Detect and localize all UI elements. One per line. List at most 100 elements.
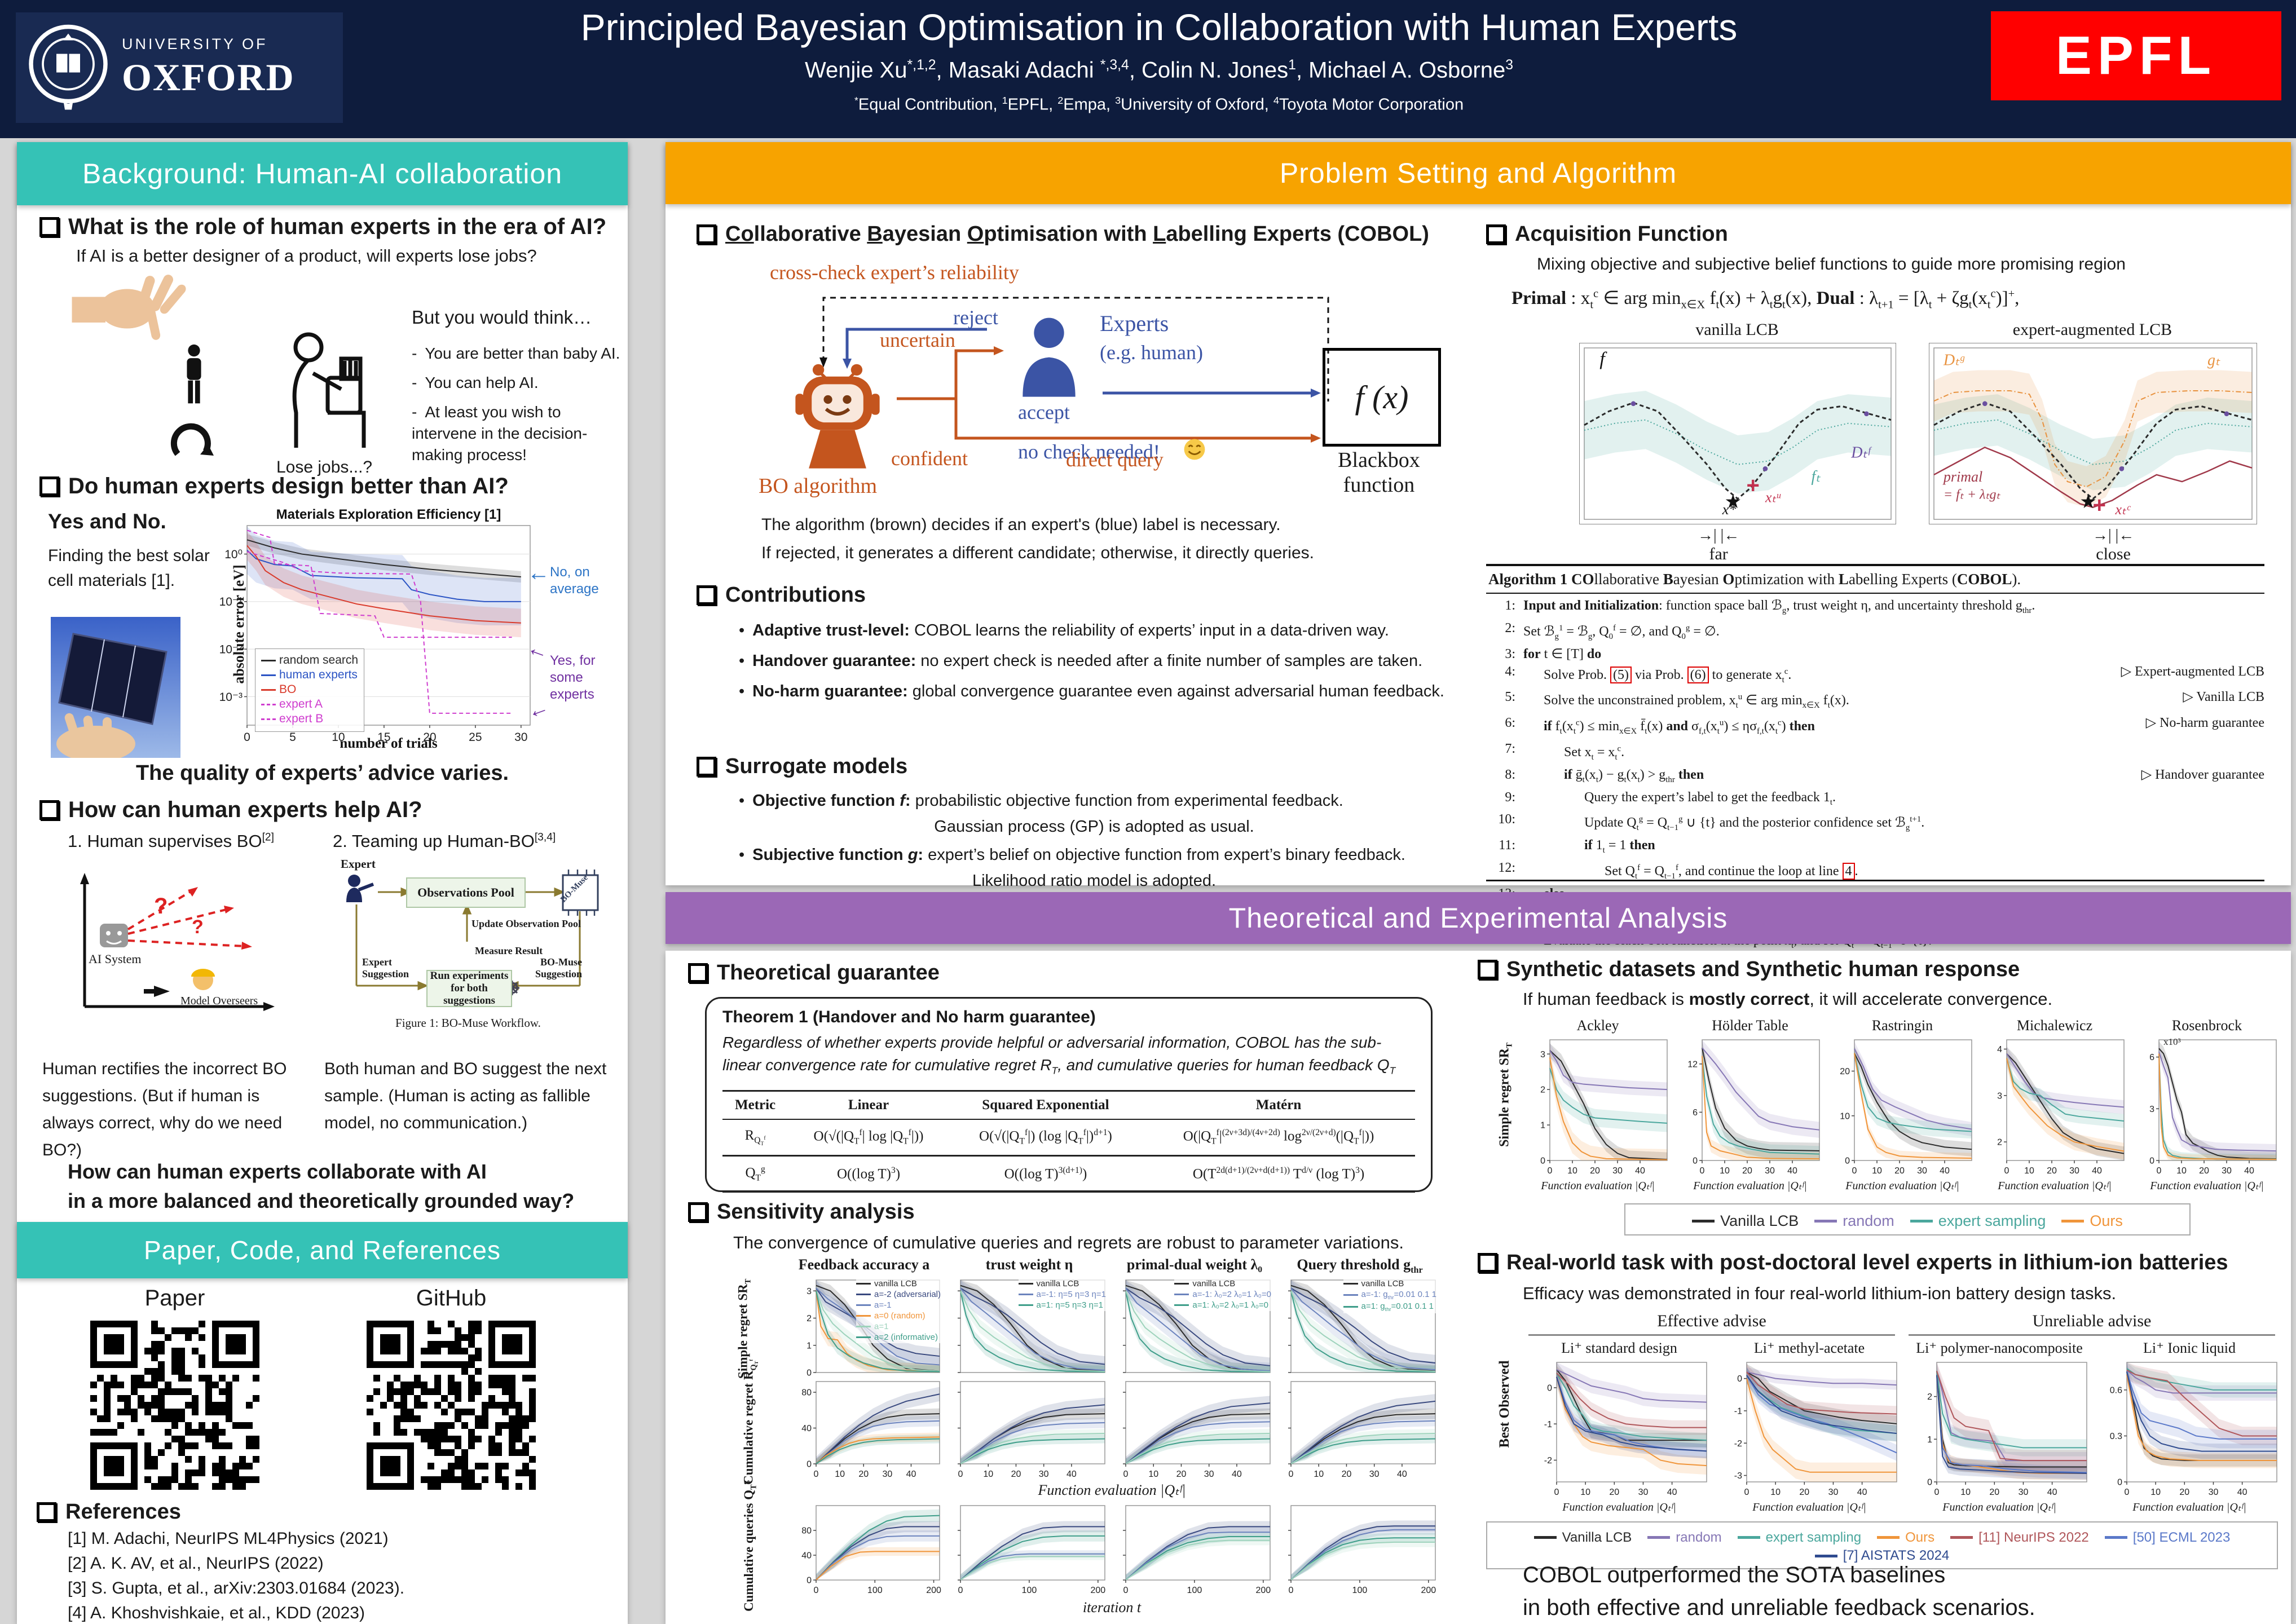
- svg-text:●: ●: [2118, 462, 2125, 475]
- annot-yes: Yes, for some experts: [550, 653, 596, 702]
- svg-text:20: 20: [1894, 1166, 1905, 1176]
- conclusion-line2: in both effective and unreliable feedbac…: [1523, 1595, 2035, 1620]
- svg-text:20: 20: [1176, 1469, 1187, 1479]
- svg-text:xₜᶜ: xₜᶜ: [2114, 501, 2131, 518]
- bo-robot-icon: [790, 363, 885, 473]
- theory-header-bar: Theoretical and Experimental Analysis: [666, 892, 2291, 944]
- cross-check-label: cross-check expert’s reliability: [770, 261, 1019, 284]
- checkbox-icon: [1478, 1253, 1497, 1273]
- sens-xlabel-bottom: iteration t: [1082, 1599, 1142, 1616]
- confident-label: confident: [891, 447, 968, 470]
- rw-panel1-title: Li⁺ standard design: [1561, 1340, 1677, 1356]
- svg-text:+: +: [2093, 493, 2106, 518]
- svg-text:20: 20: [1799, 1488, 1809, 1497]
- syn-panel1-title: Ackley: [1576, 1017, 1619, 1034]
- syn-xlabel-4: Function evaluation |Qₜᶠ|: [1998, 1180, 2112, 1192]
- svg-text:20: 20: [2199, 1166, 2209, 1176]
- svg-text:0: 0: [1547, 1384, 1552, 1393]
- oxford-crest-icon: [26, 21, 111, 114]
- svg-text:10: 10: [1960, 1488, 1971, 1497]
- svg-text:●: ●: [1863, 408, 1870, 420]
- checkbox-icon: [688, 1202, 708, 1222]
- svg-text:40: 40: [2237, 1488, 2247, 1497]
- svg-text:40: 40: [1397, 1469, 1407, 1479]
- item1-caption: Human rectifies the incorrect BO suggest…: [42, 1060, 287, 1159]
- svg-text:-2: -2: [1544, 1456, 1552, 1466]
- sens-legend-gthr: vanilla LCB a=-1: gthr=0.01 0.1 1 a=1: gth…: [1343, 1279, 1436, 1313]
- svg-text:40: 40: [1667, 1488, 1677, 1497]
- svg-text:3: 3: [1997, 1091, 2002, 1101]
- syn-xlabel-5: Function evaluation |Qₜᶠ|: [2150, 1180, 2264, 1192]
- svg-text:Dₜᵍ: Dₜᵍ: [1943, 351, 1965, 369]
- item2-caption: Both human and BO suggest the next sampl…: [324, 1060, 607, 1132]
- svg-text:0: 0: [1934, 1488, 1940, 1497]
- svg-text:0: 0: [2149, 1157, 2154, 1166]
- poster-authors: Wenjie Xu*,1,2, Masaki Adachi *,3,4, Col…: [804, 58, 1514, 83]
- svg-text:0: 0: [1540, 1157, 1545, 1166]
- checkbox-icon: [697, 757, 716, 776]
- svg-text:2: 2: [1997, 1138, 2002, 1148]
- conclusion-line1: COBOL outperformed the SOTA baselines: [1523, 1563, 1946, 1587]
- sens-col2-title: trust weight η: [985, 1256, 1073, 1273]
- svg-text:20: 20: [1989, 1488, 1999, 1497]
- svg-text:10: 10: [835, 1469, 845, 1479]
- conclusion: COBOL outperformed the SOTA baselines in…: [1523, 1559, 2035, 1624]
- uncertain-label: uncertain: [880, 329, 955, 351]
- syn-panel3-title: Rastringin: [1871, 1017, 1933, 1034]
- svg-text:0: 0: [807, 1576, 812, 1586]
- svg-text:10: 10: [1567, 1166, 1577, 1176]
- checkbox-icon: [1478, 960, 1497, 979]
- svg-text:40: 40: [801, 1551, 812, 1561]
- checkbox-icon: [39, 476, 59, 496]
- svg-text:0: 0: [2004, 1166, 2009, 1176]
- rw-xlabel-1: Function evaluation |Qₜᶠ|: [1562, 1501, 1676, 1513]
- svg-text:30: 30: [1828, 1488, 1839, 1497]
- q2-title: Do human experts design better than AI?: [39, 474, 509, 499]
- synthetic-subtitle: If human feedback is mostly correct, it …: [1523, 989, 2053, 1009]
- svg-text:2: 2: [807, 1314, 812, 1323]
- svg-text:1: 1: [807, 1341, 812, 1351]
- svg-text:30: 30: [1765, 1166, 1775, 1176]
- cobol-caption2: If rejected, it generates a different ca…: [761, 544, 1314, 562]
- sens-title: Sensitivity analysis: [688, 1200, 915, 1224]
- svg-text:6: 6: [1693, 1108, 1698, 1118]
- svg-text:●: ●: [1630, 397, 1637, 409]
- svg-text:40: 40: [2047, 1488, 2057, 1497]
- svg-text:20: 20: [1011, 1469, 1021, 1479]
- annot-no: No, on average: [550, 564, 599, 597]
- item1-title: 1. Human supervises BO[2]: [68, 831, 274, 851]
- direct-query-label: direct query: [1066, 448, 1164, 471]
- svg-text:200: 200: [1090, 1586, 1105, 1595]
- acquisition-title: Acquisition Function: [1486, 222, 1728, 246]
- svg-text:-1: -1: [1544, 1420, 1552, 1429]
- svg-text:0.6: 0.6: [2110, 1386, 2122, 1396]
- svg-text:0: 0: [1123, 1586, 1129, 1595]
- acquisition-equation: Primal : xtc ∈ arg minx∈X ft(x) + λtgt(x…: [1511, 288, 2020, 311]
- svg-text:0: 0: [814, 1469, 819, 1479]
- svg-text:0: 0: [958, 1586, 963, 1595]
- bomuse-suggestion-label: BO-Muse Suggestion: [535, 956, 582, 979]
- close-marker: →| |← close: [2092, 527, 2134, 564]
- svg-text:30: 30: [514, 731, 527, 744]
- svg-text:10: 10: [1148, 1469, 1158, 1479]
- checkbox-icon: [697, 585, 716, 605]
- svg-text:●: ●: [2223, 408, 2230, 420]
- expert-label: Expert: [341, 857, 376, 871]
- svg-text:200: 200: [1255, 1586, 1271, 1595]
- checkbox-icon: [37, 1502, 56, 1522]
- paper-qr-code: [90, 1321, 259, 1490]
- vanilla-lcb-plot: f Dₜᶠ fₜ x* xₜᵘ ● ● ● + ★: [1579, 343, 1896, 524]
- papercode-header-bar: Paper, Code, and References: [17, 1222, 628, 1278]
- svg-text:100: 100: [1352, 1586, 1368, 1595]
- checkbox-icon: [39, 800, 59, 820]
- svg-text:10: 10: [1720, 1166, 1730, 1176]
- svg-text:10: 10: [983, 1469, 993, 1479]
- rw-panel2-title: Li⁺ methyl-acetate: [1753, 1340, 1865, 1356]
- svg-text:20: 20: [1742, 1166, 1752, 1176]
- hand-image: [70, 267, 211, 349]
- svg-text:Dₜᶠ: Dₜᶠ: [1850, 444, 1872, 462]
- svg-text:0: 0: [1693, 1157, 1698, 1166]
- svg-text:40: 40: [1787, 1166, 1797, 1176]
- acquisition-subtitle: Mixing objective and subjective belief f…: [1537, 255, 2126, 273]
